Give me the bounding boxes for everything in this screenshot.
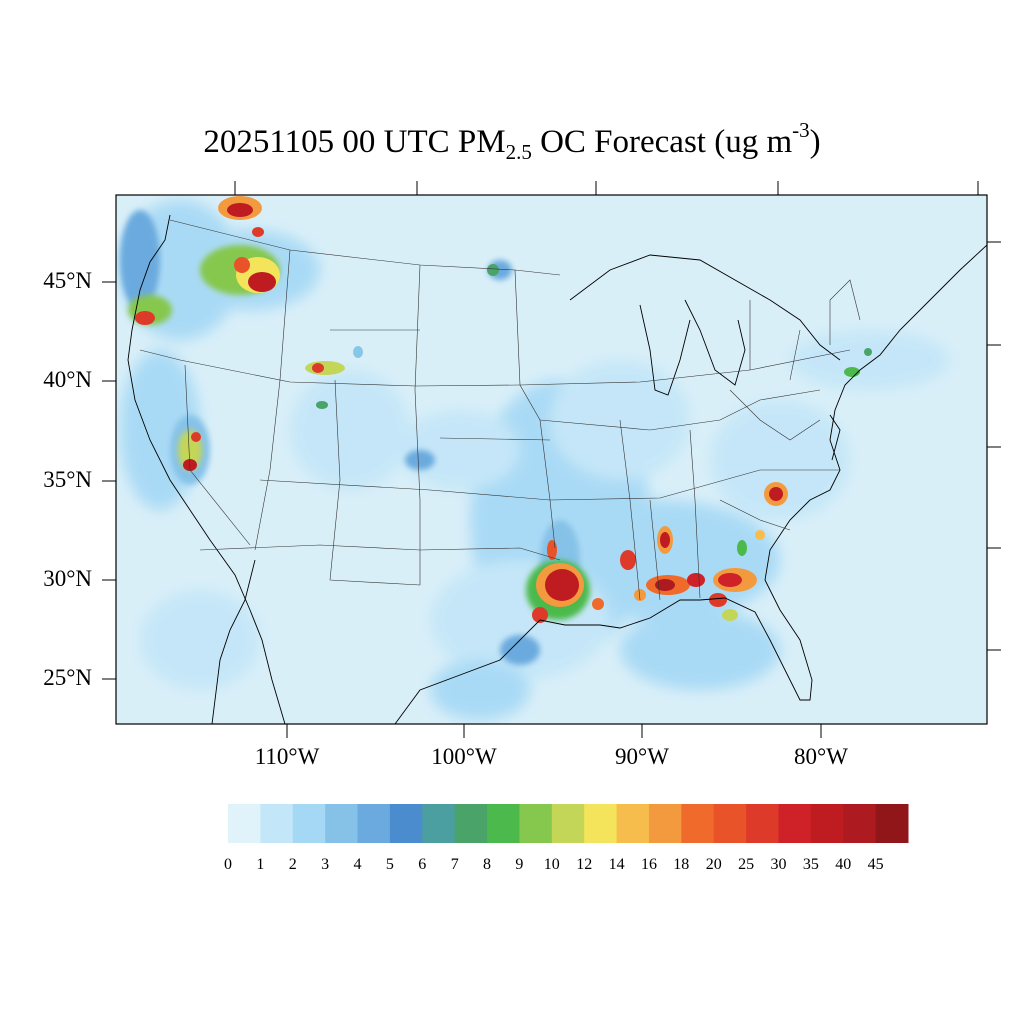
colorbar-label: 8	[483, 856, 491, 873]
lat-label-25n: 25°N	[43, 665, 92, 690]
colorbar-swatch	[681, 804, 715, 843]
title-date-time: 20251105 00 UTC	[203, 124, 450, 160]
colorbar-swatch	[519, 804, 553, 843]
hotspot-oregon	[128, 295, 172, 325]
colorbar-swatch	[357, 804, 391, 843]
colorbar-label: 16	[641, 856, 657, 873]
colorbar-swatch	[292, 804, 326, 843]
colorbar-label: 45	[867, 856, 884, 873]
lat-label-35n: 35°N	[43, 467, 92, 492]
tick-marks	[102, 181, 1001, 738]
colorbar-label: 3	[321, 856, 330, 873]
colorbar-swatch	[584, 804, 618, 843]
colorbar-label: 20	[705, 856, 722, 873]
title-units: (ug m	[714, 124, 793, 160]
hotspot-north-carolina	[755, 482, 788, 540]
colorbar-label: 0	[224, 856, 232, 873]
hotspot-north-dakota	[487, 264, 499, 276]
hotspot-georgia-florida	[709, 540, 757, 621]
colorbar-label: 10	[543, 856, 560, 873]
colorbar-swatch	[843, 804, 877, 843]
colorbar-swatch	[422, 804, 456, 843]
colorbar-label: 7	[450, 856, 459, 873]
lon-label-110w: 110°W	[254, 744, 320, 769]
colorbar-swatch	[713, 804, 747, 843]
colorbar-swatch	[260, 804, 294, 843]
colorbar-label: 4	[353, 856, 362, 873]
colorbar-label: 2	[288, 856, 297, 873]
coastlines	[127, 214, 987, 724]
colorbar-label: 14	[608, 856, 625, 873]
lat-label-30n: 30°N	[43, 566, 92, 591]
colorbar-label: 18	[673, 856, 690, 873]
colorbar-swatch	[551, 804, 585, 843]
colorbar-label: 6	[418, 856, 427, 873]
title-units-superscript: -3	[792, 118, 810, 142]
title-species-suffix: OC Forecast	[540, 124, 706, 160]
colorbar-label: 1	[256, 856, 265, 873]
title-species-subscript: 2.5	[505, 140, 532, 164]
colorbar-swatch	[389, 804, 423, 843]
colorbar-swatch	[616, 804, 650, 843]
colorbar-swatch	[228, 804, 261, 843]
lon-label-100w: 100°W	[431, 744, 497, 769]
colorbar-label: 9	[515, 856, 524, 873]
colorbar-label: 30	[770, 856, 787, 873]
hotspot-idaho-montana	[200, 245, 280, 295]
hotspot-texas-louisiana	[526, 540, 604, 623]
colorbar-swatch	[454, 804, 488, 843]
colorbar-label: 25	[738, 856, 755, 873]
colorbar-label: 5	[385, 856, 394, 873]
lat-label-40n: 40°N	[43, 367, 92, 392]
hotspot-southern-idaho	[305, 346, 363, 409]
colorbar-swatch	[810, 804, 844, 843]
colorbar-swatch	[875, 804, 909, 843]
lon-label-80w: 80°W	[794, 744, 848, 769]
colorbar-swatch	[325, 804, 359, 843]
colorbar-swatch	[487, 804, 520, 843]
colorbar-swatch	[778, 804, 812, 843]
lat-label-45n: 45°N	[43, 268, 92, 293]
title-species: PM	[457, 124, 506, 160]
concentration-field	[116, 195, 987, 724]
lon-label-90w: 90°W	[615, 744, 669, 769]
colorbar	[228, 804, 909, 843]
map-frame	[115, 194, 988, 725]
map-title: 20251105 00 UTC PM2.5 OC Forecast (ug m-…	[0, 118, 1024, 165]
colorbar-label: 35	[802, 856, 819, 873]
state-borders	[139, 219, 861, 601]
colorbar-label: 12	[576, 856, 593, 873]
colorbar-swatch	[648, 804, 682, 843]
hotspot-alabama	[620, 526, 705, 601]
title-units-close: )	[809, 124, 821, 160]
colorbar-swatch	[746, 804, 779, 843]
colorbar-label: 40	[835, 856, 852, 873]
hotspot-north-cascades	[218, 196, 264, 237]
